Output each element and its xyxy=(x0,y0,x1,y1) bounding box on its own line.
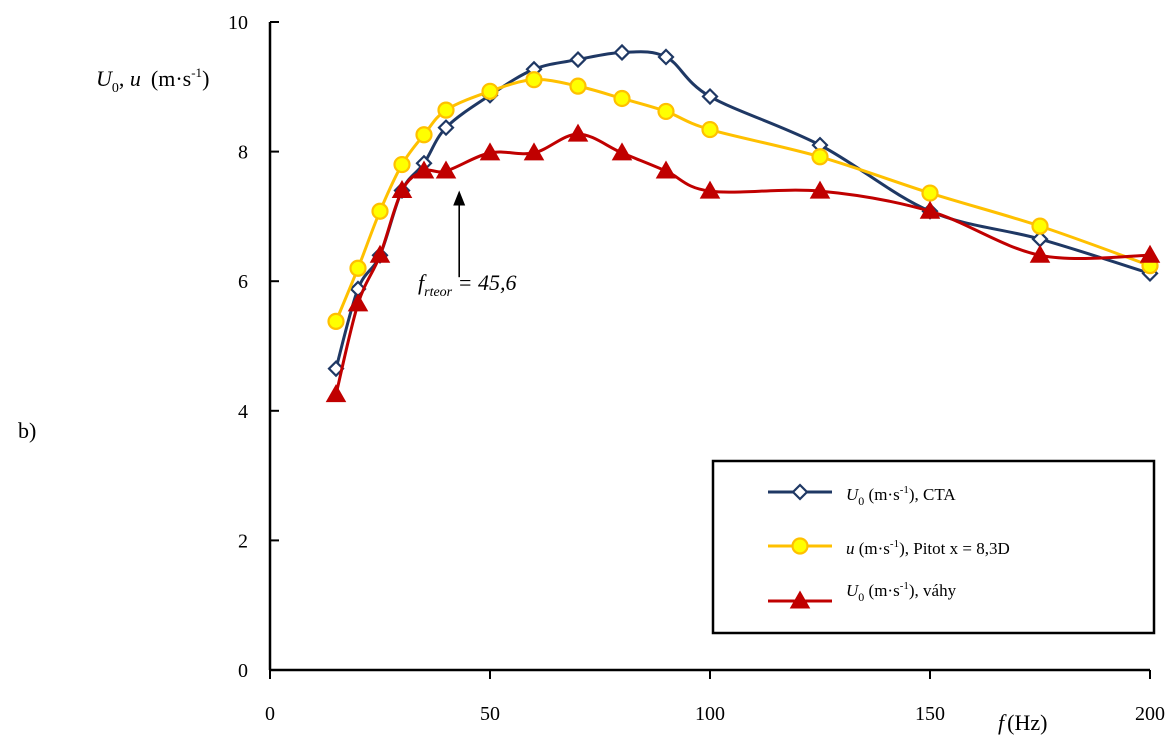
legend-marker-pitot xyxy=(791,537,809,555)
data-point-pitot xyxy=(525,71,543,89)
data-point-vahy xyxy=(655,160,677,179)
data-point-pitot xyxy=(701,120,719,139)
data-point-vahy xyxy=(809,180,831,199)
legend-marker-vahy xyxy=(789,590,811,609)
annotation-arrow-head xyxy=(453,190,466,206)
data-point-pitot xyxy=(481,82,499,100)
legend-entry-vahy: U0 (m·s-1), váhy xyxy=(768,580,957,609)
series-line-vahy xyxy=(334,132,1151,395)
data-point-pitot xyxy=(327,312,345,330)
annotation-text: frteor = 45,6 xyxy=(418,270,516,300)
y-tick-label: 10 xyxy=(228,12,248,34)
data-point-pitot xyxy=(393,155,411,174)
data-point-pitot xyxy=(921,184,939,202)
series-line-cta xyxy=(334,50,1151,370)
legend-label-cta: U0 (m·s-1), CTA xyxy=(846,484,956,508)
series-pitot xyxy=(327,71,1159,330)
resonance-annotation: frteor = 45,6 xyxy=(418,190,516,300)
data-point-vahy xyxy=(1029,244,1051,263)
series-vahy xyxy=(325,123,1161,403)
data-point-cta xyxy=(657,48,675,66)
legend: U0 (m·s-1), CTA u (m·s-1), Pitot x = 8,3… xyxy=(711,459,1156,635)
data-point-cta xyxy=(327,360,345,378)
y-tick-label: 4 xyxy=(238,401,248,423)
legend-entry-cta: U0 (m·s-1), CTA xyxy=(768,483,956,508)
legend-marker-cta xyxy=(791,483,809,501)
y-tick-label: 6 xyxy=(238,271,248,293)
data-point-vahy xyxy=(699,180,721,199)
data-point-vahy xyxy=(413,160,435,179)
y-tick-label: 0 xyxy=(238,660,248,682)
data-point-pitot xyxy=(811,148,829,166)
data-point-vahy xyxy=(391,179,413,198)
x-tick-label: 150 xyxy=(915,703,945,725)
data-point-vahy xyxy=(611,142,633,161)
data-point-vahy xyxy=(369,244,391,263)
data-point-vahy xyxy=(347,293,369,312)
data-point-vahy xyxy=(479,142,501,161)
x-tick-label: 100 xyxy=(695,703,725,725)
data-point-vahy xyxy=(435,160,457,179)
data-point-pitot xyxy=(1031,217,1049,235)
data-point-pitot xyxy=(657,102,675,121)
legend-label-pitot: u (m·s-1), Pitot x = 8,3D xyxy=(846,538,1010,558)
data-point-vahy xyxy=(919,200,941,219)
data-point-cta xyxy=(437,119,455,137)
data-point-cta xyxy=(701,87,719,106)
x-tick-label: 200 xyxy=(1135,703,1165,725)
data-point-vahy xyxy=(325,384,347,403)
series-cta xyxy=(327,43,1159,378)
data-point-vahy xyxy=(1139,244,1161,263)
legend-marker-point-vahy xyxy=(789,590,811,609)
data-point-cta xyxy=(569,51,587,69)
data-point-cta xyxy=(613,43,631,62)
data-point-pitot xyxy=(569,77,587,95)
series-layer xyxy=(325,43,1161,403)
data-point-pitot xyxy=(613,89,631,108)
x-axis-label: f (Hz) xyxy=(998,710,1047,735)
panel-label: b) xyxy=(18,418,37,443)
data-point-pitot xyxy=(349,259,367,277)
legend-entry-pitot: u (m·s-1), Pitot x = 8,3D xyxy=(768,537,1010,558)
data-point-pitot xyxy=(371,202,389,220)
x-tick-label: 0 xyxy=(265,703,275,725)
x-tick-label: 50 xyxy=(480,703,500,725)
legend-marker-point-pitot xyxy=(791,537,809,555)
y-tick-label: 2 xyxy=(238,530,248,552)
y-tick-label: 8 xyxy=(238,142,248,164)
y-axis-label: U0, u (m·s-1) xyxy=(96,65,209,96)
data-point-pitot xyxy=(437,101,455,119)
data-point-pitot xyxy=(415,126,433,144)
data-point-vahy xyxy=(567,123,589,142)
legend-marker-point-cta xyxy=(791,483,809,501)
data-point-vahy xyxy=(523,142,545,161)
legend-label-vahy: U0 (m·s-1), váhy xyxy=(846,580,957,604)
